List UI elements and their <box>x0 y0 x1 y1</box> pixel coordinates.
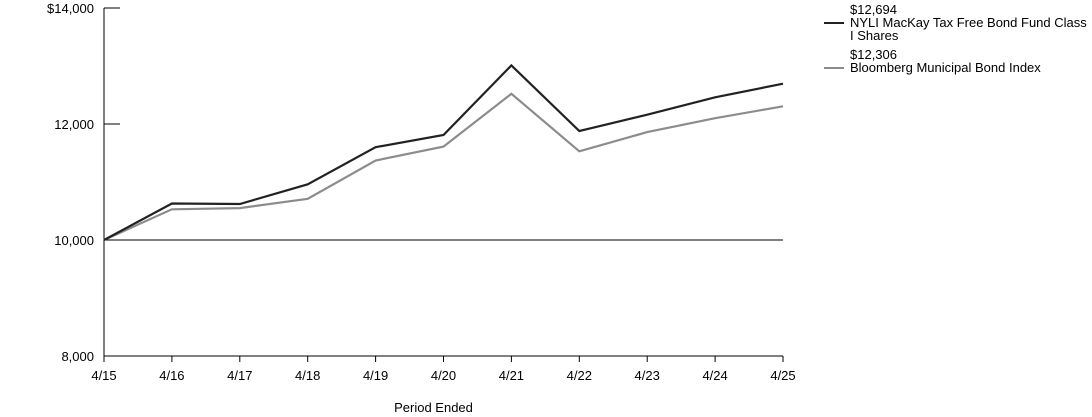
y-tick-label: $14,000 <box>47 1 94 16</box>
legend-entry-index: $12,306 Bloomberg Municipal Bond Index <box>824 48 1089 74</box>
x-tick-label: 4/16 <box>159 368 184 383</box>
legend: $12,694 NYLI MacKay Tax Free Bond Fund C… <box>824 3 1089 80</box>
x-tick-label: 4/15 <box>91 368 116 383</box>
y-tick-label: 10,000 <box>54 233 94 248</box>
x-tick-label: 4/17 <box>227 368 252 383</box>
series-line-0 <box>103 63 784 241</box>
x-tick-label: 4/23 <box>635 368 660 383</box>
x-tick-label: 4/25 <box>770 368 795 383</box>
x-tick-label: 4/18 <box>295 368 320 383</box>
legend-name-index: Bloomberg Municipal Bond Index <box>850 60 1041 75</box>
legend-swatch-fund <box>824 22 844 24</box>
x-tick-label: 4/22 <box>567 368 592 383</box>
series-lines <box>103 63 784 242</box>
legend-swatch-index <box>824 67 844 69</box>
legend-value-fund: $12,694 <box>850 2 897 17</box>
legend-name-fund: NYLI MacKay Tax Free Bond Fund Class I S… <box>850 15 1087 43</box>
x-tick-label: 4/21 <box>499 368 524 383</box>
x-tick-label: 4/19 <box>363 368 388 383</box>
y-tick-label: 12,000 <box>54 117 94 132</box>
x-axis-title: Period Ended <box>394 400 473 415</box>
y-tick-label: 8,000 <box>61 349 94 364</box>
x-tick-label: 4/20 <box>431 368 456 383</box>
legend-value-index: $12,306 <box>850 47 897 62</box>
x-tick-label: 4/24 <box>702 368 727 383</box>
legend-entry-fund: $12,694 NYLI MacKay Tax Free Bond Fund C… <box>824 3 1089 42</box>
series-line-1 <box>103 92 784 242</box>
y-axis: $14,000 12,000 10,000 8,000 <box>47 1 120 364</box>
x-axis: 4/15 4/16 4/17 4/18 4/19 4/20 4/21 4/22 4/23 4/24… <box>91 355 796 383</box>
